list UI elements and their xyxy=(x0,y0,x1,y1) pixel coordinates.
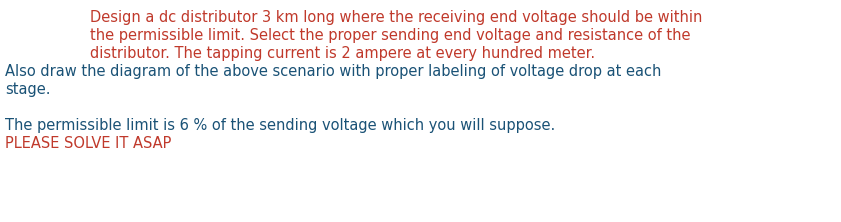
Text: PLEASE SOLVE IT ASAP: PLEASE SOLVE IT ASAP xyxy=(5,136,172,151)
Text: stage.: stage. xyxy=(5,82,50,97)
Text: Design a dc distributor 3 km long where the receiving end voltage should be with: Design a dc distributor 3 km long where … xyxy=(90,10,702,25)
Text: Also draw the diagram of the above scenario with proper labeling of voltage drop: Also draw the diagram of the above scena… xyxy=(5,64,661,79)
Text: the permissible limit. Select the proper sending end voltage and resistance of t: the permissible limit. Select the proper… xyxy=(90,28,690,43)
Text: The permissible limit is 6 % of the sending voltage which you will suppose.: The permissible limit is 6 % of the send… xyxy=(5,118,555,133)
Text: distributor. The tapping current is 2 ampere at every hundred meter.: distributor. The tapping current is 2 am… xyxy=(90,46,595,61)
